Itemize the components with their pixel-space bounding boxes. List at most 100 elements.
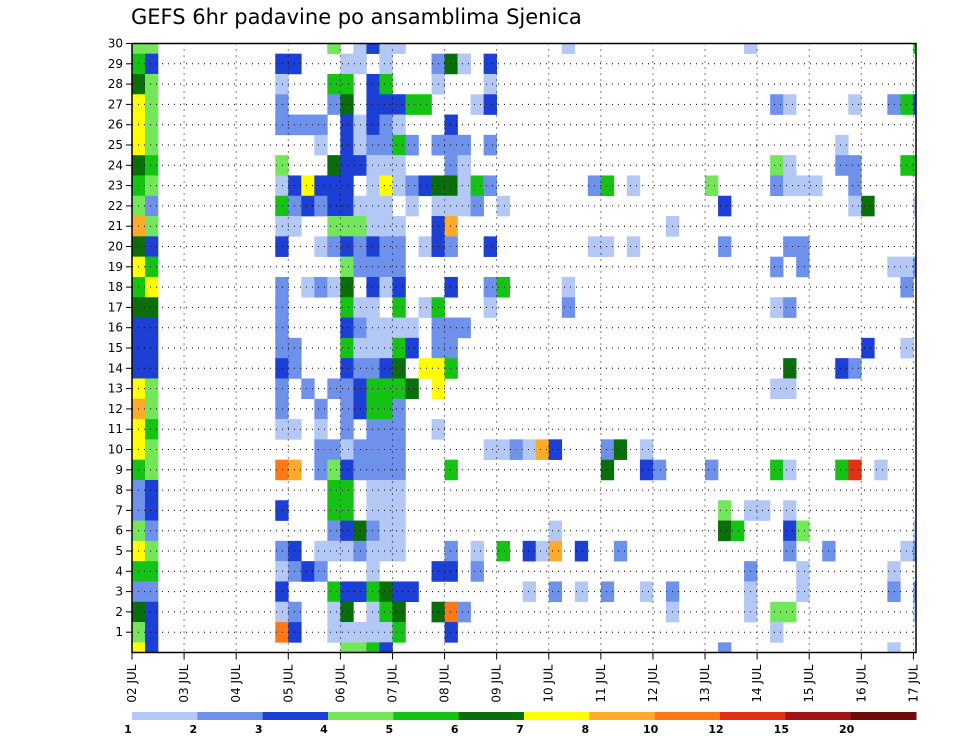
heat-cell	[392, 358, 406, 379]
heat-cell	[444, 216, 458, 237]
heat-cell	[574, 581, 589, 603]
heat-cell	[132, 43, 146, 54]
heat-cell	[444, 155, 458, 176]
heat-cell	[600, 236, 615, 257]
heat-cell	[301, 114, 315, 136]
x-tick-label: 09 JUL	[490, 664, 504, 702]
heat-cell	[145, 297, 159, 318]
heat-cell	[340, 94, 354, 115]
heat-cell	[613, 439, 628, 460]
y-tick-label: 29	[108, 57, 123, 71]
legend-label: 7	[516, 723, 524, 736]
heat-cell	[340, 297, 354, 318]
heat-cell	[379, 642, 393, 653]
heat-cell	[770, 459, 784, 481]
heat-cell	[718, 195, 732, 217]
heat-cell	[327, 581, 341, 603]
heat-cell	[314, 419, 328, 440]
heat-cell	[379, 520, 393, 542]
y-tick-label: 3	[115, 585, 123, 599]
heat-cell	[522, 581, 537, 603]
heat-cell	[444, 134, 458, 156]
heat-cell	[483, 73, 497, 95]
heat-cell	[392, 175, 406, 197]
y-tick-label: 16	[108, 321, 123, 335]
y-tick-label: 24	[108, 158, 123, 172]
heat-cell	[379, 94, 393, 115]
heat-cell	[796, 561, 810, 582]
heat-cell	[145, 43, 159, 54]
heat-cell	[770, 601, 784, 623]
heat-cell	[327, 94, 341, 115]
heat-cell	[301, 195, 315, 217]
heat-cell	[366, 459, 380, 481]
heat-cell	[783, 236, 797, 257]
x-tick-label: 14 JUL	[750, 664, 764, 702]
heat-cell	[392, 419, 406, 440]
heat-cell	[340, 358, 354, 379]
x-tick-label: 17 JUL	[906, 664, 920, 702]
heat-cell	[379, 459, 393, 481]
heat-cell	[379, 500, 393, 521]
heat-cell	[548, 540, 563, 562]
heat-cell	[145, 317, 159, 339]
heat-cell	[275, 216, 289, 237]
heat-cell	[379, 195, 393, 217]
heat-cell	[301, 276, 315, 298]
heat-cell	[483, 236, 497, 257]
chart-title: GEFS 6hr padavine po ansamblima Sjenica	[131, 5, 582, 29]
heat-cell	[275, 317, 289, 339]
heat-cell	[327, 601, 341, 623]
heat-cell	[314, 175, 328, 197]
legend-swatch	[654, 712, 721, 720]
y-tick-label: 10	[108, 443, 123, 457]
heat-cell	[548, 439, 563, 460]
legend-swatch	[328, 712, 394, 720]
heat-cell	[535, 540, 550, 562]
heat-cell	[444, 561, 458, 582]
heat-cell	[366, 175, 380, 197]
heat-cell	[770, 622, 784, 643]
heat-cell	[913, 195, 917, 217]
heat-cell	[145, 642, 159, 653]
heat-cell	[340, 398, 354, 420]
heat-cell	[535, 439, 550, 460]
heat-cell	[275, 601, 289, 623]
heat-cell	[731, 520, 745, 542]
heat-cell	[145, 276, 159, 298]
heat-cell	[444, 459, 458, 481]
heat-cell	[327, 622, 341, 643]
heat-cell	[145, 155, 159, 176]
heat-cell	[705, 175, 719, 197]
heat-cell	[770, 155, 784, 176]
heat-cell	[145, 134, 159, 156]
heat-cell	[392, 134, 406, 156]
heat-cell	[392, 378, 406, 400]
heat-cell	[848, 459, 862, 481]
heat-cell	[275, 561, 289, 582]
heat-cell	[145, 53, 159, 75]
heat-cell	[913, 94, 917, 115]
heat-cell	[392, 216, 406, 237]
heat-cell	[392, 94, 406, 115]
heat-cell	[483, 439, 497, 460]
heat-cell	[522, 540, 537, 562]
heat-cell	[718, 520, 732, 542]
heat-cell	[392, 520, 406, 542]
heat-cell	[340, 540, 354, 562]
heat-cell	[405, 337, 419, 359]
heat-cell	[392, 479, 406, 501]
heat-cell	[457, 317, 471, 339]
heat-cell	[366, 642, 380, 653]
y-axis: 1234567891011121314151617181920212223242…	[108, 37, 132, 639]
heat-cell	[340, 73, 354, 95]
heat-cell	[457, 175, 471, 197]
legend-swatch	[524, 712, 590, 720]
heat-cell	[314, 134, 328, 156]
heat-cell	[327, 236, 341, 257]
heat-cell	[314, 276, 328, 298]
heat-cell	[379, 439, 393, 460]
heat-cell	[379, 53, 393, 75]
heat-cell	[718, 500, 732, 521]
y-tick-label: 8	[115, 483, 123, 497]
